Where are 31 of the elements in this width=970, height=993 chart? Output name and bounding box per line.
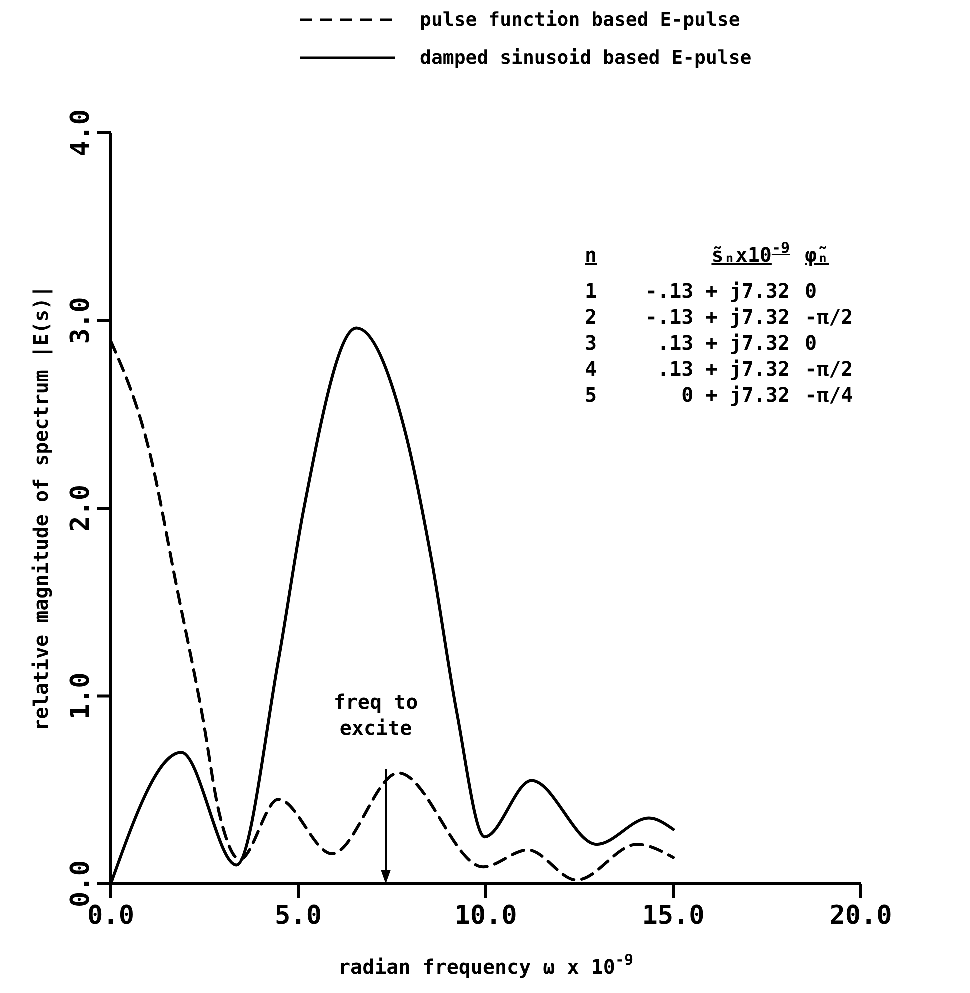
y-axis-title: relative magnitude of spectrum |E(s)| <box>29 286 53 732</box>
x-tick-label: 10.0 <box>454 901 518 931</box>
x-tick-label: 5.0 <box>275 901 322 931</box>
annotation: 0 + j7.32 <box>682 383 790 407</box>
annotation: 2 <box>585 305 598 329</box>
annotation: .13 + j7.32 <box>658 331 790 355</box>
legend-label: pulse function based E-pulse <box>420 9 740 31</box>
y-tick-label: 3.0 <box>66 297 96 344</box>
x-axis-title: radian frequency ω x 10$^{-9}$ <box>338 951 634 979</box>
y-tick-label: 1.0 <box>66 672 96 720</box>
annotation: 0 <box>805 331 818 355</box>
y-tick-label: 2.0 <box>66 485 96 532</box>
x-tick-label: 15.0 <box>642 901 705 931</box>
annotation: 3 <box>585 331 598 355</box>
annotation: 1 <box>585 279 598 303</box>
annotation: -π/2 <box>805 305 854 329</box>
annotation: s̃ₙx10$^{-9}$ <box>712 239 790 267</box>
annotation: -.13 + j7.32 <box>646 279 790 303</box>
annotation: φ̃ₙ <box>805 243 830 267</box>
annotation: -π/2 <box>805 357 854 381</box>
annotation: n <box>585 243 598 267</box>
annotation: -π/4 <box>805 383 854 407</box>
y-tick-label: 4.0 <box>66 110 96 156</box>
annotation: 4 <box>585 357 598 381</box>
annotation: freq to excite <box>334 690 418 740</box>
annotation: 0 <box>805 279 818 303</box>
annotation: .13 + j7.32 <box>658 357 790 381</box>
annotation: -.13 + j7.32 <box>646 305 790 329</box>
annotation: 5 <box>585 383 598 407</box>
x-tick-label: 20.0 <box>830 901 892 931</box>
legend-label: damped sinusoid based E-pulse <box>420 47 752 69</box>
